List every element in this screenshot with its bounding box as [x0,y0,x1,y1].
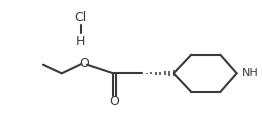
Text: Cl: Cl [74,11,87,24]
Text: O: O [79,57,89,70]
Text: NH: NH [242,68,258,78]
Text: O: O [110,95,119,109]
Text: H: H [76,35,85,48]
